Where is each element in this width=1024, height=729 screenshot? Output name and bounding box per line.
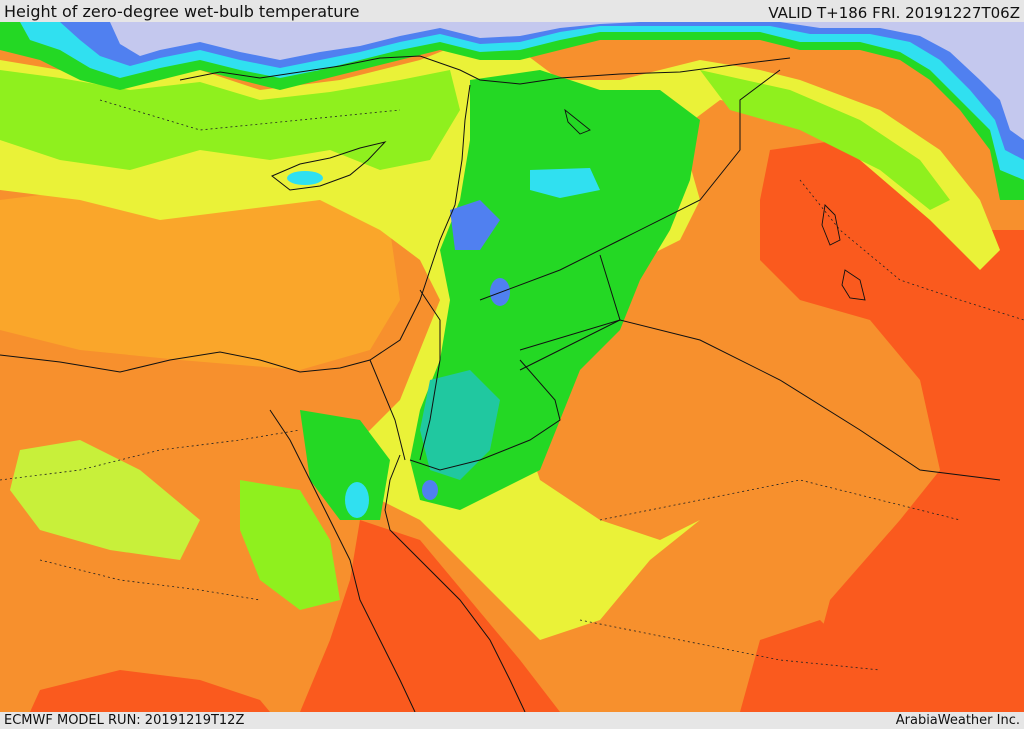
title-bar: Height of zero-degree wet-bulb temperatu… (0, 0, 1024, 22)
field-lime-egypt2 (240, 480, 340, 610)
field-red-south (740, 620, 860, 712)
field-red-redsea (300, 520, 560, 712)
footer-bar: ECMWF MODEL RUN: 20191219T12Z ArabiaWeat… (0, 712, 1024, 729)
lake-habbaniyah (841, 269, 866, 301)
coastline-cyprus (271, 141, 387, 191)
field-orange-med (0, 190, 400, 370)
coastline-redsea-east (384, 454, 526, 712)
field-blue-aqaba (422, 480, 438, 500)
field-teal-jordan (420, 370, 500, 480)
coastline-sinai (369, 359, 406, 461)
border-syria-jordan (519, 254, 621, 371)
border-jordan-saudi (409, 359, 561, 471)
province-border-2 (39, 559, 261, 601)
valid-time: VALID T+186 FRI. 20191227T06Z (768, 4, 1020, 22)
lake-tharthar (821, 204, 841, 246)
border-syria-iraq (479, 69, 781, 301)
province-border-4 (579, 619, 881, 671)
field-lavender-turkey (110, 22, 1024, 140)
lake-assad (564, 108, 591, 135)
field-cyan-syria (530, 168, 600, 198)
field-blue-turkey (60, 22, 1024, 160)
field-red-east (760, 140, 1024, 712)
field-lime-north (0, 70, 460, 170)
field-red-sudan (30, 670, 270, 712)
border-iraq-saudi (519, 319, 1001, 481)
coastline-turkey (179, 55, 791, 85)
field-lime-egypt (10, 440, 200, 560)
lakes (564, 108, 866, 301)
map-canvas (0, 22, 1024, 712)
field-lime-northeast (700, 70, 950, 210)
coastline-redsea-west (269, 409, 416, 712)
credit: ArabiaWeather Inc. (895, 713, 1020, 728)
coastlines (0, 55, 1001, 712)
map-title: Height of zero-degree wet-bulb temperatu… (4, 2, 360, 21)
field-cyan-cyprus (287, 171, 323, 185)
weather-map (0, 22, 1024, 712)
province-border-6 (99, 99, 401, 131)
border-jordan-valley (419, 289, 441, 461)
field-cyan-sinai (345, 482, 369, 518)
province-borders (0, 99, 1024, 671)
field-blue-lebanon (450, 200, 500, 250)
model-run: ECMWF MODEL RUN: 20191219T12Z (4, 713, 245, 728)
